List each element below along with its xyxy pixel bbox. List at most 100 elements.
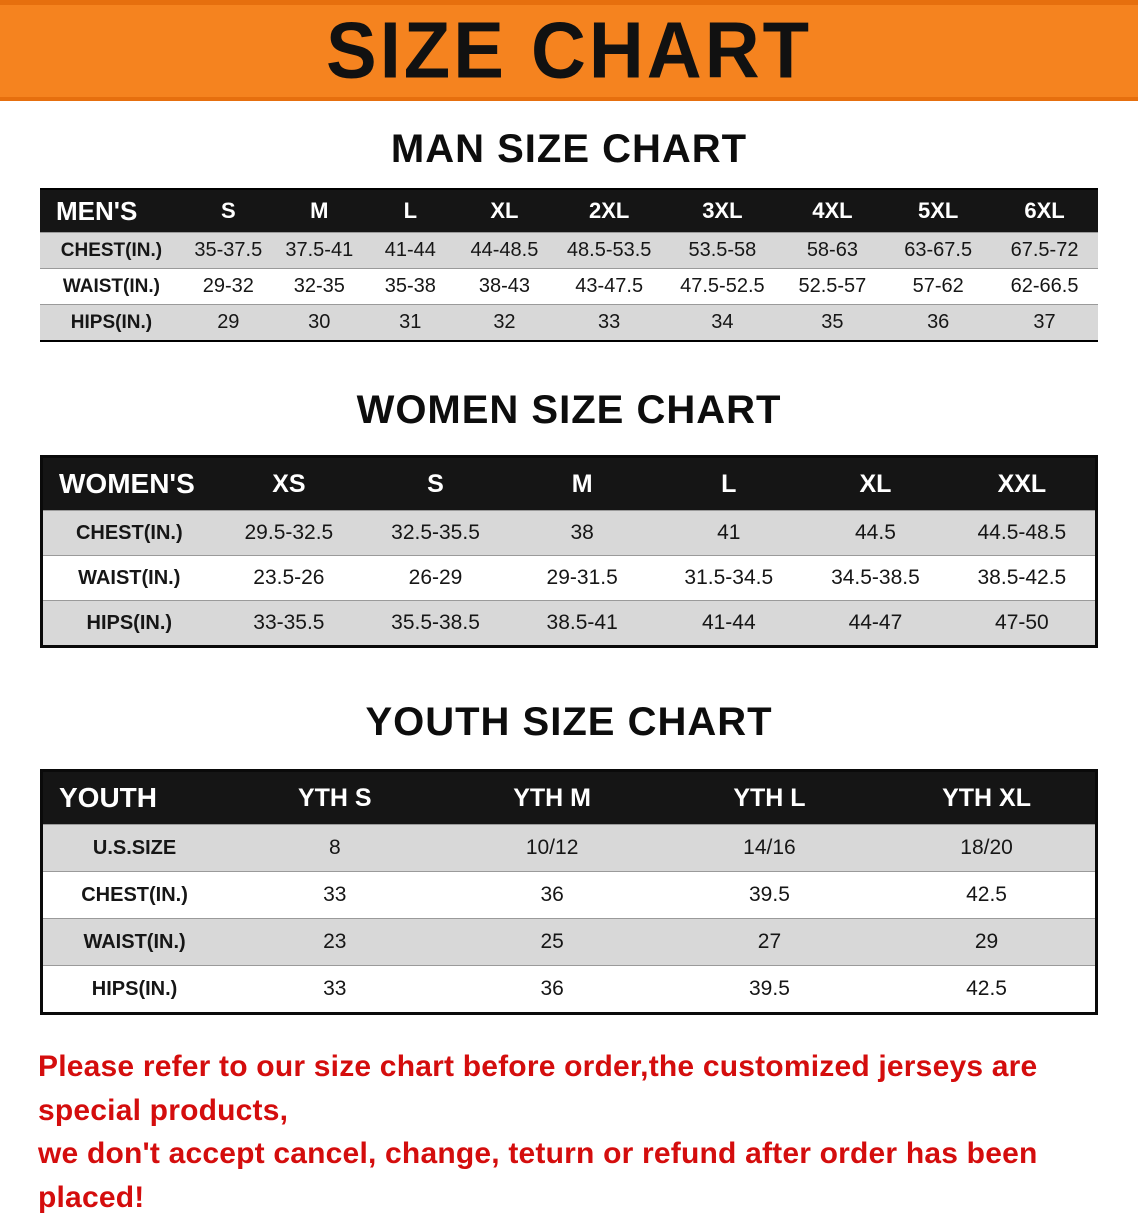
size-col-header: L [364, 189, 456, 233]
size-value: 26-29 [362, 555, 509, 601]
size-value: 42.5 [878, 871, 1097, 919]
size-col-header: S [362, 456, 509, 511]
size-value: 32 [455, 304, 554, 341]
size-value: 34 [665, 304, 780, 341]
size-value: 36 [885, 304, 992, 341]
size-col-header: XXL [948, 456, 1097, 511]
size-value: 37.5-41 [273, 232, 365, 269]
size-value: 37 [991, 304, 1098, 341]
size-value: 62-66.5 [991, 268, 1098, 305]
row-label: HIPS(IN.) [40, 304, 183, 341]
size-value: 44-47 [802, 600, 949, 647]
size-value: 29-32 [182, 268, 274, 305]
size-value: 23.5-26 [215, 555, 363, 601]
size-value: 30 [273, 304, 365, 341]
row-label: WAIST(IN.) [40, 268, 183, 305]
size-value: 48.5-53.5 [553, 232, 666, 269]
size-col-header: M [273, 189, 365, 233]
banner-title: SIZE CHART [326, 5, 812, 96]
size-value: 35-37.5 [182, 232, 274, 269]
size-value: 29 [182, 304, 274, 341]
size-col-header: L [655, 456, 803, 511]
size-col-header: S [182, 189, 274, 233]
size-value: 14/16 [660, 824, 879, 872]
size-col-header: 2XL [553, 189, 666, 233]
size-col-header: YTH XL [878, 770, 1097, 825]
row-label: HIPS(IN.) [41, 965, 227, 1014]
size-col-header: XL [802, 456, 949, 511]
size-value: 38-43 [455, 268, 554, 305]
size-value: 41-44 [655, 600, 803, 647]
size-value: 42.5 [878, 965, 1097, 1014]
size-value: 29-31.5 [508, 555, 656, 601]
order-policy-line-1: Please refer to our size chart before or… [38, 1050, 1038, 1127]
size-value: 31 [364, 304, 456, 341]
order-policy-line-2: we don't accept cancel, change, teturn o… [38, 1137, 1038, 1214]
size-value: 25 [443, 918, 661, 966]
size-value: 57-62 [885, 268, 992, 305]
size-value: 34.5-38.5 [802, 555, 949, 601]
row-label: U.S.SIZE [41, 824, 227, 872]
size-chart-banner: SIZE CHART [0, 0, 1138, 101]
size-value: 32-35 [273, 268, 365, 305]
size-value: 33-35.5 [215, 600, 363, 647]
size-value: 63-67.5 [885, 232, 992, 269]
row-label: CHEST(IN.) [41, 871, 227, 919]
size-value: 29.5-32.5 [215, 510, 363, 556]
women-section-title: WOMEN SIZE CHART [356, 388, 782, 432]
size-value: 35-38 [364, 268, 456, 305]
size-col-header: XL [455, 189, 554, 233]
size-value: 23 [226, 918, 444, 966]
size-value: 33 [226, 871, 444, 919]
size-value: 44-48.5 [455, 232, 554, 269]
row-label: CHEST(IN.) [41, 510, 216, 556]
size-value: 44.5-48.5 [948, 510, 1097, 556]
size-value: 33 [226, 965, 444, 1014]
corner-header: MEN'S [40, 189, 183, 233]
size-value: 32.5-35.5 [362, 510, 509, 556]
size-value: 27 [660, 918, 879, 966]
size-value: 47-50 [948, 600, 1097, 647]
table-row: HIPS(IN.) 33 36 39.5 42.5 [41, 965, 1097, 1014]
table-row: CHEST(IN.) 33 36 39.5 42.5 [41, 871, 1097, 919]
size-value: 35.5-38.5 [362, 600, 509, 647]
mens-size-table: MEN'S S M L XL 2XL 3XL 4XL 5XL 6XL CHEST… [40, 188, 1098, 342]
size-value: 43-47.5 [553, 268, 666, 305]
size-value: 18/20 [878, 824, 1097, 872]
table-row: HIPS(IN.) 33-35.5 35.5-38.5 38.5-41 41-4… [41, 600, 1097, 647]
size-col-header: 4XL [779, 189, 886, 233]
size-value: 47.5-52.5 [665, 268, 780, 305]
size-value: 31.5-34.5 [655, 555, 803, 601]
man-section-title: MAN SIZE CHART [390, 127, 748, 171]
order-policy-note: Please refer to our size chart before or… [38, 1045, 1100, 1219]
table-row: U.S.SIZE 8 10/12 14/16 18/20 [41, 824, 1097, 872]
size-value: 38.5-41 [508, 600, 656, 647]
size-value: 33 [553, 304, 666, 341]
size-col-header: M [508, 456, 656, 511]
table-header-row: YOUTH YTH S YTH M YTH L YTH XL [41, 770, 1097, 825]
size-value: 8 [226, 824, 444, 872]
row-label: WAIST(IN.) [41, 918, 227, 966]
size-value: 36 [443, 871, 661, 919]
size-value: 35 [779, 304, 886, 341]
size-value: 39.5 [660, 871, 879, 919]
size-value: 53.5-58 [665, 232, 780, 269]
womens-size-table: WOMEN'S XS S M L XL XXL CHEST(IN.) 29.5-… [40, 455, 1098, 648]
table-row: WAIST(IN.) 23.5-26 26-29 29-31.5 31.5-34… [41, 555, 1097, 601]
size-value: 10/12 [443, 824, 661, 872]
size-col-header: YTH M [443, 770, 661, 825]
size-value: 38.5-42.5 [948, 555, 1097, 601]
table-row: WAIST(IN.) 23 25 27 29 [41, 918, 1097, 966]
size-col-header: 3XL [665, 189, 780, 233]
size-value: 29 [878, 918, 1097, 966]
table-row: HIPS(IN.) 29 30 31 32 33 34 35 36 37 [40, 304, 1098, 341]
corner-header: WOMEN'S [41, 456, 216, 511]
table-row: CHEST(IN.) 35-37.5 37.5-41 41-44 44-48.5… [40, 232, 1098, 269]
size-value: 52.5-57 [779, 268, 886, 305]
table-header-row: MEN'S S M L XL 2XL 3XL 4XL 5XL 6XL [40, 189, 1098, 233]
row-label: WAIST(IN.) [41, 555, 216, 601]
youth-size-table: YOUTH YTH S YTH M YTH L YTH XL U.S.SIZE … [40, 769, 1098, 1015]
table-row: WAIST(IN.) 29-32 32-35 35-38 38-43 43-47… [40, 268, 1098, 305]
size-value: 39.5 [660, 965, 879, 1014]
size-value: 41 [655, 510, 803, 556]
